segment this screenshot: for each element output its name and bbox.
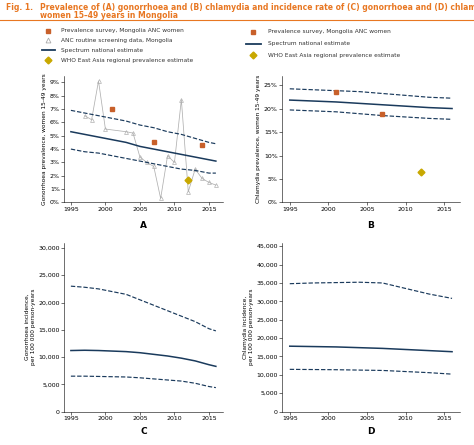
Text: A: A (140, 221, 147, 230)
Text: D: D (367, 427, 374, 436)
Text: B: B (367, 221, 374, 230)
Text: women 15–49 years in Mongolia: women 15–49 years in Mongolia (40, 11, 178, 20)
Text: Spectrum national estimate: Spectrum national estimate (61, 48, 143, 53)
Y-axis label: Gonorrhoea incidence,
per 100 000 person-years: Gonorrhoea incidence, per 100 000 person… (25, 289, 36, 365)
Text: C: C (140, 427, 146, 436)
Text: WHO East Asia regional prevalence estimate: WHO East Asia regional prevalence estima… (61, 58, 193, 63)
Text: Prevalence survey, Mongolia ANC women: Prevalence survey, Mongolia ANC women (268, 29, 391, 34)
Text: Prevalence survey, Mongolia ANC women: Prevalence survey, Mongolia ANC women (61, 28, 184, 33)
Y-axis label: Gonorrhoea prevalence, women 15-49 years: Gonorrhoea prevalence, women 15-49 years (42, 73, 47, 205)
Text: ANC routine screening data, Mongolia: ANC routine screening data, Mongolia (61, 38, 173, 43)
Text: WHO East Asia regional prevalence estimate: WHO East Asia regional prevalence estima… (268, 53, 400, 58)
Text: Fig. 1.: Fig. 1. (6, 3, 33, 12)
Text: Spectrum national estimate: Spectrum national estimate (268, 41, 350, 46)
Y-axis label: Chlamydia prevalence, women 15-49 years: Chlamydia prevalence, women 15-49 years (256, 75, 261, 203)
Y-axis label: Chlamydia incidence,
per 100 000 person-years: Chlamydia incidence, per 100 000 person-… (243, 289, 254, 365)
Text: Prevalence of (A) gonorrhoea and (B) chlamydia and incidence rate of (C) gonorrh: Prevalence of (A) gonorrhoea and (B) chl… (40, 3, 474, 12)
